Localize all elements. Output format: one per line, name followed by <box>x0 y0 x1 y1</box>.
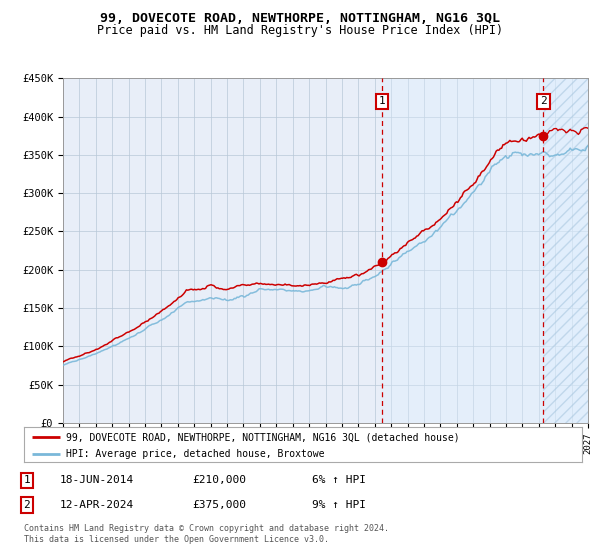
Text: 99, DOVECOTE ROAD, NEWTHORPE, NOTTINGHAM, NG16 3QL: 99, DOVECOTE ROAD, NEWTHORPE, NOTTINGHAM… <box>100 12 500 25</box>
Text: 1: 1 <box>379 96 386 106</box>
Text: 12-APR-2024: 12-APR-2024 <box>60 500 134 510</box>
Text: 18-JUN-2014: 18-JUN-2014 <box>60 475 134 486</box>
Text: £375,000: £375,000 <box>192 500 246 510</box>
Text: 2: 2 <box>540 96 547 106</box>
Text: 1: 1 <box>23 475 31 486</box>
Text: £210,000: £210,000 <box>192 475 246 486</box>
Text: Price paid vs. HM Land Registry's House Price Index (HPI): Price paid vs. HM Land Registry's House … <box>97 24 503 36</box>
Text: HPI: Average price, detached house, Broxtowe: HPI: Average price, detached house, Brox… <box>66 449 325 459</box>
Text: 99, DOVECOTE ROAD, NEWTHORPE, NOTTINGHAM, NG16 3QL (detached house): 99, DOVECOTE ROAD, NEWTHORPE, NOTTINGHAM… <box>66 432 460 442</box>
Text: This data is licensed under the Open Government Licence v3.0.: This data is licensed under the Open Gov… <box>24 535 329 544</box>
Text: 2: 2 <box>23 500 31 510</box>
Text: 9% ↑ HPI: 9% ↑ HPI <box>312 500 366 510</box>
Bar <box>544 78 588 423</box>
Text: Contains HM Land Registry data © Crown copyright and database right 2024.: Contains HM Land Registry data © Crown c… <box>24 524 389 533</box>
Bar <box>382 78 544 423</box>
Text: 6% ↑ HPI: 6% ↑ HPI <box>312 475 366 486</box>
